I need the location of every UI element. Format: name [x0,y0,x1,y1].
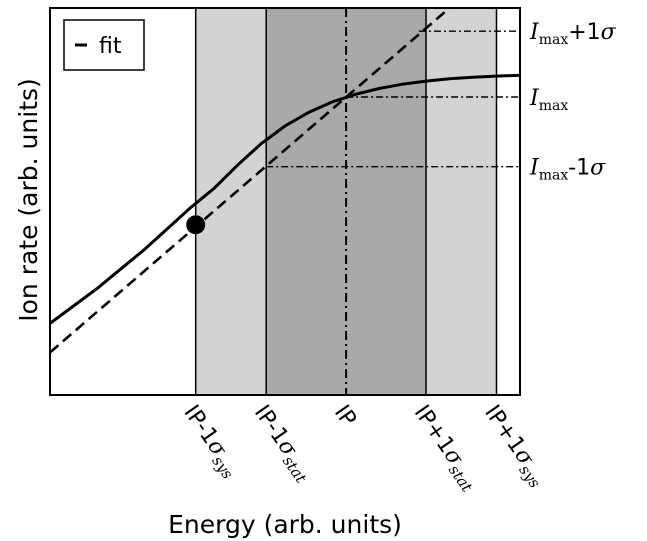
hlines-layer [266,30,520,168]
x-tick-label-3: IP+1σstat [406,401,485,496]
series-layer [50,8,520,354]
shaded-band-2 [426,8,497,395]
x-tick-label-4: IP+1σsys [477,401,552,492]
right-annotation-1: Imax [529,86,568,114]
svg-text:IP: IP [329,401,361,432]
x-tick-label-2: IP [329,401,361,432]
data-curve [50,73,520,325]
fit-line [50,8,451,354]
x-tick-label-1: IP-1σstat [246,401,318,487]
right-annotation-0: Imax+1σ [529,20,617,48]
x-tick-label-0: IP-1σsys [176,401,245,483]
shaded-band-0 [195,8,267,395]
legend-label: fit [99,34,122,59]
y-axis-title: Ion rate (arb. units) [14,78,43,322]
x-axis-title: Energy (arb. units) [168,510,402,539]
right-annotations-layer: Imax+1σ Imax Imax-1σ [529,20,617,183]
svg-text:IP+1σstat: IP+1σstat [406,401,485,496]
svg-text:IP-1σsys: IP-1σsys [176,401,245,483]
right-annotation-2: Imax-1σ [529,156,606,184]
svg-text:IP+1σsys: IP+1σsys [477,401,552,492]
inflection-marker [186,215,206,235]
plot-frame [49,7,521,396]
legend: fit [63,19,145,71]
svg-text:IP-1σstat: IP-1σstat [246,401,318,487]
band-edges-layer [194,8,498,395]
